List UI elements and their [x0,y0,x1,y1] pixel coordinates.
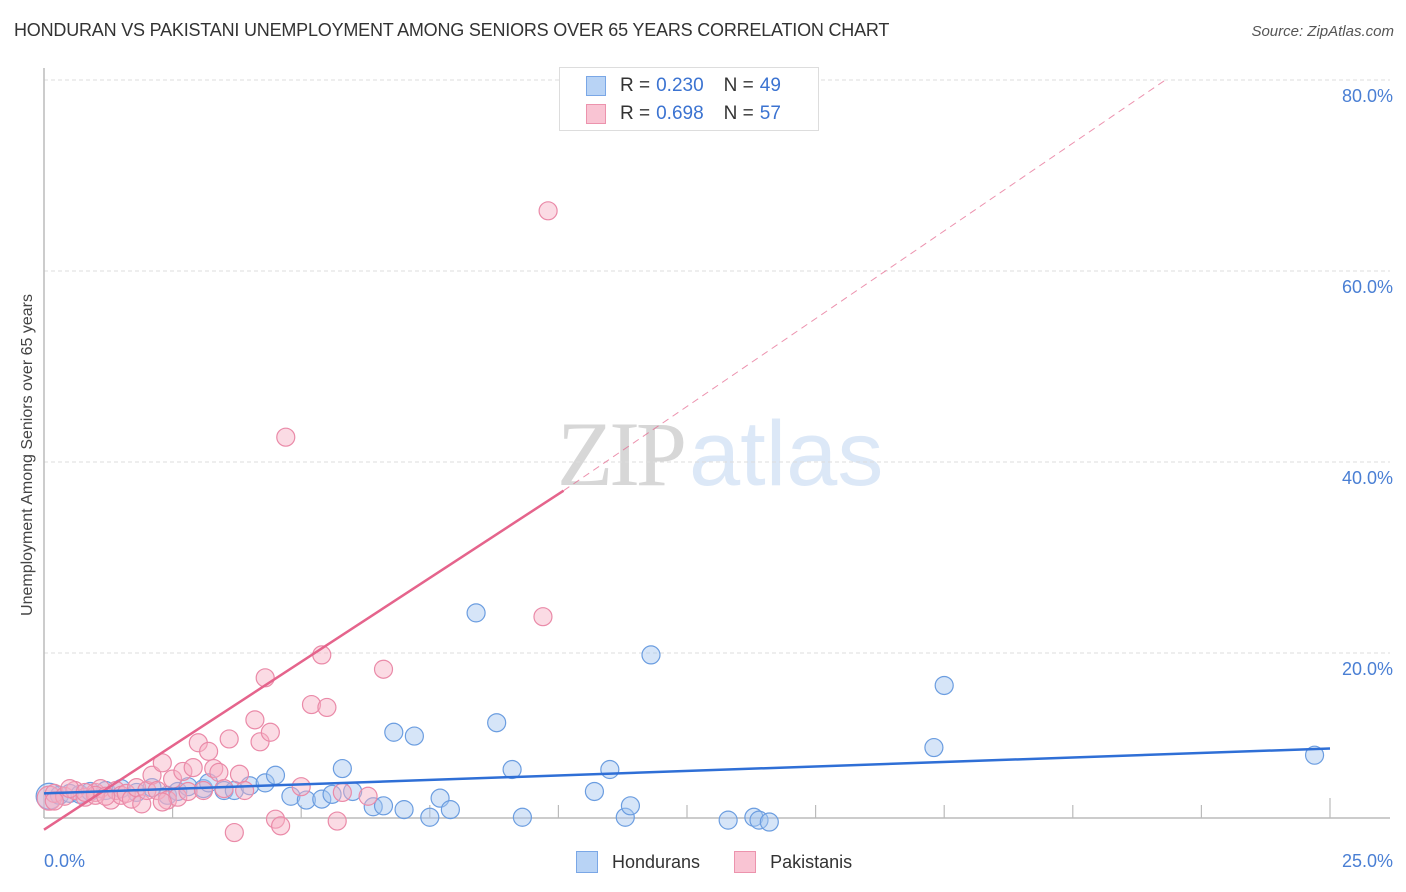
pakistani-point [291,777,311,797]
pakistani-point [245,710,265,730]
honduran-point [1304,745,1325,765]
legend-item-pakistanis[interactable]: Pakistanis [734,851,852,873]
honduran-point [600,759,620,780]
honduran-point [373,796,394,816]
n-value: 49 [759,75,781,96]
honduran-point [759,812,779,832]
honduran-point [924,737,944,758]
pakistani-point [209,762,229,782]
pakistani-point [214,779,234,799]
y-tick-80: 80.0% [1341,86,1393,106]
pakistanis-swatch [586,104,606,124]
honduran-point [718,810,738,830]
honduran-point [744,807,764,827]
hondurans-points [35,603,1325,832]
honduran-point [934,675,954,696]
honduran-point [466,603,486,623]
r-value: 0.698 [656,103,704,124]
pakistani-point [317,697,337,718]
n-label: N = [723,75,754,96]
honduran-point [384,722,404,742]
n-value: 57 [759,103,781,124]
honduran-point [404,726,424,746]
x-tick-min: 0.0% [44,851,86,871]
y-axis-label: Unemployment Among Seniors over 65 years [19,294,36,616]
honduran-point [620,796,641,816]
pakistani-point [152,792,172,812]
honduran-point [332,758,352,779]
pakistani-point [183,757,203,778]
honduran-point [440,800,460,820]
y-tick-40: 40.0% [1341,468,1393,488]
legend-row-pakistanis: R = 0.698 N = 57 [586,102,781,126]
series-legend: Hondurans Pakistanis [576,851,886,873]
source-label: Source: ZipAtlas.com [1251,23,1394,40]
legend-label: Pakistanis [770,851,853,872]
pakistani-point [358,786,378,806]
trend-lines [43,79,1331,831]
hondurans-trend-line [43,747,1331,795]
chart-title: HONDURAN VS PAKISTANI UNEMPLOYMENT AMONG… [14,20,890,40]
pakistani-point [229,764,250,784]
pakistani-point [533,607,553,627]
honduran-point [641,645,661,665]
pakistani-point [44,791,64,811]
correlation-legend: R = 0.230 N = 49 R = 0.698 N = 57 [559,67,819,131]
pakistani-point [538,201,558,221]
honduran-point [487,713,507,733]
pakistani-point [142,765,162,785]
n-label: N = [723,103,754,124]
honduran-point [584,781,605,802]
honduran-point [615,807,635,827]
pakistani-point [260,722,280,742]
x-tick-max: 25.0% [1341,851,1393,871]
pakistani-point [332,782,352,803]
zipatlas-watermark: ZIPatlas [557,408,883,500]
hondurans-swatch [586,76,606,96]
pakistani-point [204,758,224,779]
pakistani-point [219,729,239,749]
y-tick-60: 60.0% [1341,277,1393,297]
pakistani-point [173,761,193,782]
honduran-point [312,789,332,809]
pakistani-point [373,659,394,679]
pakistanis-trend-extrapolated [563,79,1166,492]
honduran-point [394,800,414,820]
r-label: R = [620,75,651,96]
watermark-zip: ZIP [557,403,687,505]
pakistani-point [116,783,136,803]
pakistani-point [193,780,214,801]
pakistani-point [250,732,270,752]
legend-label: Hondurans [612,851,701,872]
honduran-point [420,807,440,827]
hondurans-swatch [576,851,598,873]
y-tick-20: 20.0% [1341,659,1393,679]
honduran-point [255,773,275,793]
legend-row-hondurans: R = 0.230 N = 49 [586,74,781,98]
axes [43,68,1390,819]
pakistani-point [276,427,296,447]
pakistani-point [224,822,244,843]
pakistanis-trend-line [43,489,565,831]
gridlines [44,79,1390,654]
honduran-point [502,759,522,780]
honduran-point [281,786,301,806]
legend-item-hondurans[interactable]: Hondurans [576,851,700,873]
pakistani-point [199,741,219,761]
watermark-atlas: atlas [689,403,884,505]
pakistani-point [301,694,322,715]
pakistani-point [271,816,291,836]
r-label: R = [620,103,651,124]
honduran-point [512,807,532,827]
pakistanis-swatch [734,851,757,873]
honduran-point [178,777,198,797]
honduran-point [265,765,286,785]
pakistanis-points [36,201,558,843]
pakistani-point [235,780,255,801]
r-value: 0.230 [656,75,704,96]
honduran-point [363,797,383,817]
pakistani-point [327,811,347,831]
